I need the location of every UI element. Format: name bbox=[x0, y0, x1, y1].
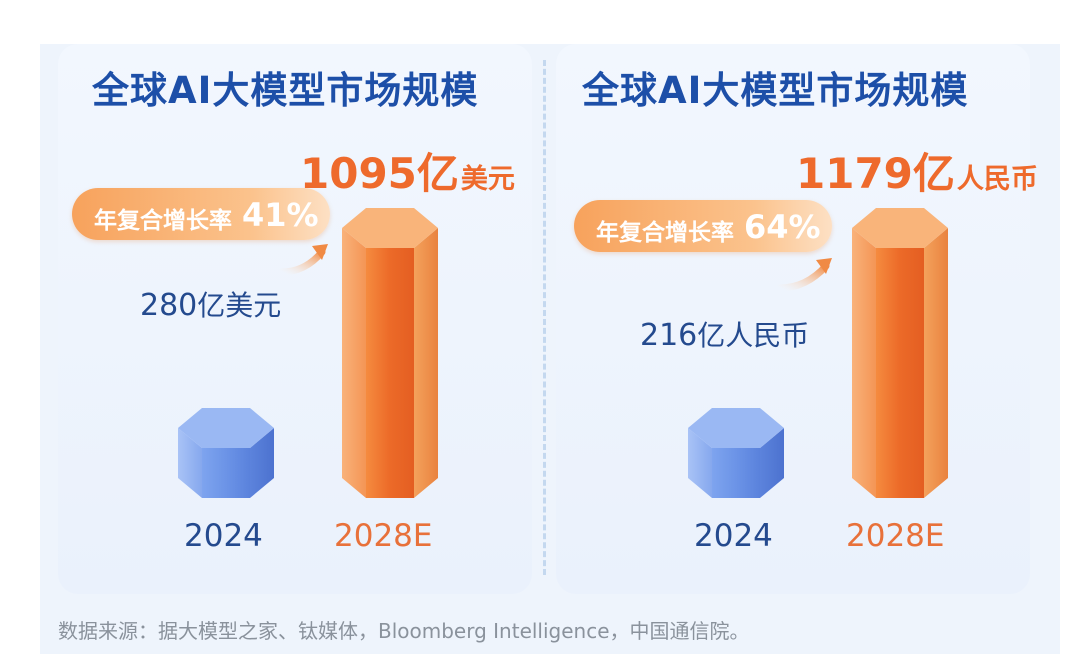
cagr-badge-rmb: 年复合增长率 64% bbox=[574, 200, 832, 252]
data-label-2024-rmb-unit: 亿人民币 bbox=[697, 319, 810, 352]
x-tick-2024-rmb: 2024 bbox=[694, 518, 773, 554]
x-tick-2028e-rmb: 2028E bbox=[846, 518, 945, 554]
bar-2024-rmb-left-face bbox=[688, 428, 712, 498]
cagr-label-usd: 年复合增长率 bbox=[94, 208, 232, 234]
data-label-2028-rmb-number: 1179亿 bbox=[796, 149, 955, 198]
cagr-value-rmb: 64% bbox=[744, 208, 821, 246]
cagr-badge-usd: 年复合增长率 41% bbox=[72, 188, 330, 240]
data-label-2024-rmb: 216亿人民币 bbox=[640, 314, 809, 354]
bar-2028e-usd-top-face bbox=[342, 208, 438, 248]
panel-divider bbox=[543, 60, 546, 575]
bar-2028e-usd-left-face bbox=[342, 228, 366, 498]
chart-title-usd: 全球AI大模型市场规模 bbox=[92, 69, 479, 112]
x-tick-2024-usd: 2024 bbox=[184, 518, 263, 554]
growth-arrow-head-rmb bbox=[816, 258, 832, 274]
bar-2028e-rmb-top-face bbox=[852, 208, 948, 248]
data-label-2028-usd-unit: 美元 bbox=[460, 164, 515, 195]
data-label-2028-usd: 1095亿美元 bbox=[300, 140, 515, 201]
growth-arrow-head-usd bbox=[312, 244, 328, 260]
growth-arrow-usd bbox=[278, 248, 326, 276]
bar-2024-rmb bbox=[712, 448, 760, 498]
bar-2028e-rmb bbox=[876, 248, 924, 498]
bar-2028e-usd-right-face bbox=[414, 228, 438, 498]
bar-2028e-rmb-right-face bbox=[924, 228, 948, 498]
bar-2024-usd-left-face bbox=[178, 428, 202, 498]
bar-2024-usd-top-face bbox=[178, 408, 274, 448]
growth-arrow-rmb bbox=[776, 262, 830, 292]
data-label-2024-usd-unit: 亿美元 bbox=[197, 289, 282, 322]
bar-2024-usd-right-face bbox=[250, 428, 274, 498]
bar-2024-rmb-top-face bbox=[688, 408, 784, 448]
x-tick-2028e-usd: 2028E bbox=[334, 518, 433, 554]
data-label-2028-rmb-unit: 人民币 bbox=[956, 164, 1038, 195]
chart-panel-usd bbox=[58, 44, 532, 594]
data-label-2024-usd: 280亿美元 bbox=[140, 284, 281, 324]
data-label-2024-usd-number: 280 bbox=[140, 288, 198, 323]
chart-panel-rmb bbox=[556, 44, 1030, 594]
bar-2028e-usd bbox=[366, 248, 414, 498]
bar-2028e-rmb-left-face bbox=[852, 228, 876, 498]
data-label-2028-rmb: 1179亿人民币 bbox=[796, 140, 1038, 201]
chart-title-rmb: 全球AI大模型市场规模 bbox=[582, 69, 969, 112]
data-label-2028-usd-number: 1095亿 bbox=[300, 149, 459, 198]
data-label-2024-rmb-number: 216 bbox=[640, 318, 698, 353]
cagr-value-usd: 41% bbox=[242, 196, 319, 234]
source-note: 数据来源：据大模型之家、钛媒体，Bloomberg Intelligence，中… bbox=[58, 619, 750, 643]
cagr-label-rmb: 年复合增长率 bbox=[596, 220, 734, 246]
bar-2024-usd bbox=[202, 448, 250, 498]
bar-2024-rmb-right-face bbox=[760, 428, 784, 498]
